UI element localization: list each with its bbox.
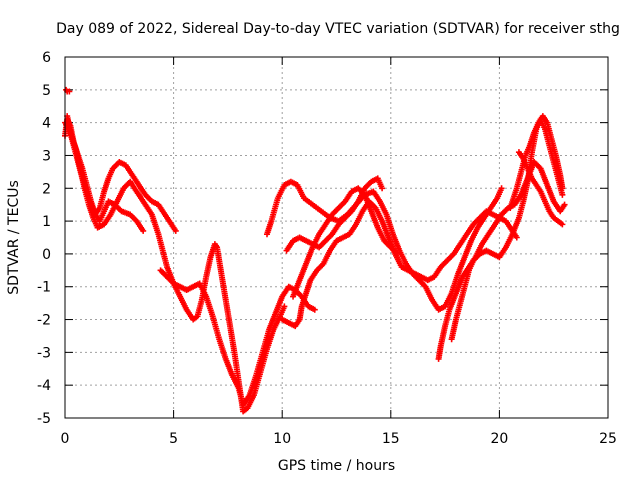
series-arc-5 <box>157 267 318 408</box>
y-tick-label: 5 <box>42 83 51 99</box>
data-point <box>559 185 566 192</box>
x-tick-label: 10 <box>273 431 291 447</box>
y-tick-label: -5 <box>37 411 51 427</box>
series-arc-7 <box>279 198 520 330</box>
y-tick-label: 6 <box>42 50 51 66</box>
y-tick-label: 3 <box>42 148 51 164</box>
data-point <box>311 306 318 313</box>
series-arc-12 <box>507 113 566 211</box>
data-points <box>62 86 568 415</box>
series-arc-8 <box>290 185 401 300</box>
data-point <box>140 227 147 234</box>
data-point <box>559 191 566 198</box>
series-arc-6 <box>263 178 505 313</box>
y-tick-label: 2 <box>42 181 51 197</box>
plot-frame <box>64 56 609 419</box>
series-arc-11 <box>448 116 566 343</box>
x-tick-label: 5 <box>169 431 178 447</box>
y-tick-label: -4 <box>37 378 51 394</box>
y-tick-label: 4 <box>42 116 51 132</box>
data-point <box>559 221 566 228</box>
data-point <box>394 250 401 257</box>
data-point <box>172 227 179 234</box>
y-axis-label: SDTVAR / TECUs <box>6 180 22 295</box>
data-point <box>498 185 505 192</box>
y-tick-label: -1 <box>37 280 51 296</box>
series-arc-9 <box>283 175 386 254</box>
data-point <box>561 201 568 208</box>
series-arc-13 <box>515 149 566 228</box>
x-tick-label: 0 <box>61 431 70 447</box>
ticks <box>64 56 609 419</box>
y-tick-label: 0 <box>42 247 51 263</box>
y-tick-label: -2 <box>37 313 51 329</box>
y-tick-label: -3 <box>37 345 51 361</box>
x-tick-label: 25 <box>599 431 617 447</box>
x-tick-label: 20 <box>490 431 508 447</box>
data-point <box>379 185 386 192</box>
grid <box>65 57 608 418</box>
series-arc-1 <box>63 86 73 95</box>
data-point <box>281 303 288 310</box>
x-tick-label: 15 <box>382 431 400 447</box>
tick-labels: -5 -4 -3 -2 -1 0 1 2 3 4 5 6 0 5 10 15 20 25 <box>37 50 617 447</box>
x-axis-label: GPS time / hours <box>278 458 395 474</box>
data-point <box>66 88 73 95</box>
data-point <box>513 234 520 241</box>
y-tick-label: 1 <box>42 214 51 230</box>
chart-title: Day 089 of 2022, Sidereal Day-to-day VTE… <box>56 21 620 37</box>
series-arc-4 <box>64 113 288 415</box>
